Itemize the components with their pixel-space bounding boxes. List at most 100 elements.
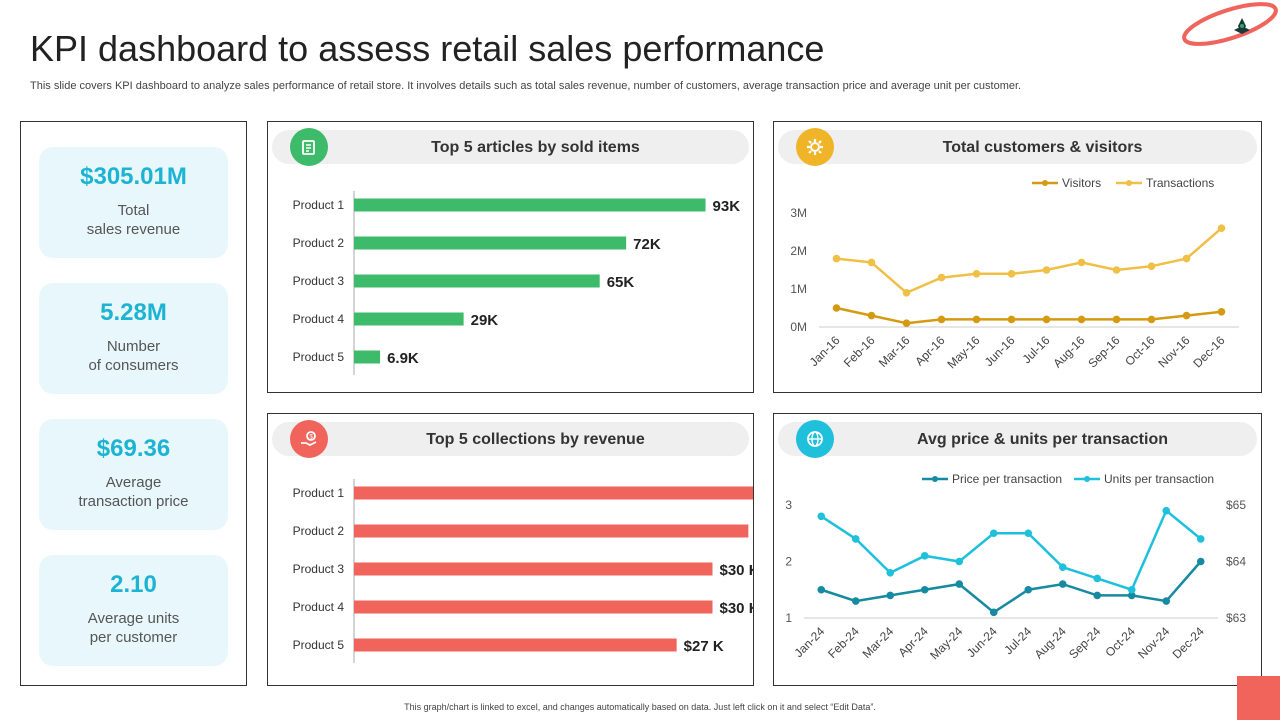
articles-panel: Top 5 articles by sold items Product 1 93…	[267, 121, 754, 393]
panel-header: Total customers & visitors	[778, 128, 1257, 166]
data-point	[1058, 580, 1067, 588]
bar	[354, 274, 600, 288]
globe-icon	[796, 420, 834, 458]
data-point	[1147, 315, 1156, 324]
clipboard-icon	[290, 128, 328, 166]
data-point	[1162, 506, 1171, 515]
data-point	[1077, 258, 1086, 267]
x-tick-label: Sep-24	[1066, 624, 1103, 661]
data-point	[1077, 315, 1086, 324]
series-line	[836, 306, 1222, 325]
category-label: Product 2	[293, 524, 345, 538]
legend-label: Visitors	[1062, 176, 1101, 190]
bar	[354, 312, 464, 326]
panel-header: Top 5 articles by sold items	[272, 128, 749, 166]
kpi-label: Average transaction price	[78, 474, 189, 510]
data-point	[1024, 585, 1033, 594]
bar	[354, 600, 713, 614]
category-label: Product 5	[293, 350, 345, 364]
articles-bar-chart: Product 1 93K Product 2 72K Product 3 65K Prod…	[293, 191, 741, 375]
data-point	[1024, 529, 1033, 538]
x-tick-label: Jan-24	[792, 624, 828, 660]
x-tick-label: Oct-24	[1103, 624, 1139, 660]
logo-swoosh-icon	[1182, 2, 1278, 46]
collections-panel: $ Top 5 collections by revenue Product 1…	[267, 413, 754, 686]
category-label: Product 5	[293, 638, 345, 652]
x-tick-label: Aug-24	[1032, 624, 1069, 661]
avgprice-line-chart: Price per transaction Units per transacti…	[785, 472, 1246, 662]
kpi-value: 5.28M	[100, 299, 167, 326]
data-label: 93K	[713, 198, 741, 215]
data-point	[920, 552, 929, 560]
x-tick-label: Nov-24	[1135, 624, 1172, 661]
category-label: Product 1	[293, 198, 345, 212]
category-label: Product 3	[293, 274, 345, 288]
x-tick-label: May-24	[927, 624, 965, 662]
data-point	[920, 585, 929, 594]
page-title: KPI dashboard to assess retail sales per…	[30, 28, 825, 69]
data-label: $27 K	[684, 638, 724, 655]
x-tick-label: Nov-16	[1155, 333, 1192, 370]
data-point	[1196, 557, 1205, 566]
x-tick-label: Aug-16	[1050, 333, 1087, 370]
panel-title: Top 5 articles by sold items	[431, 139, 640, 156]
kpi-label: Number of consumers	[88, 338, 179, 374]
x-tick-label: Mar-16	[876, 333, 913, 370]
data-point	[1127, 585, 1136, 594]
data-label: 65K	[607, 274, 635, 291]
panel-title: Avg price & units per transaction	[916, 431, 1168, 448]
money-hand-icon: $	[290, 420, 328, 458]
x-tick-label: Oct-16	[1122, 333, 1158, 369]
x-tick-label: Sep-16	[1085, 333, 1122, 370]
legend-label: Price per transaction	[952, 472, 1062, 486]
kpi-value: $305.01M	[80, 163, 187, 190]
data-point	[1182, 311, 1191, 320]
data-point	[1196, 535, 1205, 543]
data-label: 6.9K	[387, 350, 419, 367]
y-tick-label: 2	[785, 555, 792, 569]
x-tick-label: Jun-24	[964, 624, 1000, 660]
data-point	[1112, 315, 1121, 324]
legend-marker	[1126, 180, 1132, 186]
kpi-panel: $305.01M Total sales revenue 5.28M Numbe…	[20, 121, 247, 686]
data-point	[989, 529, 998, 538]
bar	[354, 524, 749, 538]
x-tick-label: Dec-24	[1170, 624, 1207, 661]
kpi-value: 2.10	[110, 571, 157, 598]
kpi-card-avg-price: $69.36 Average transaction price	[39, 419, 228, 530]
panel-header: $ Top 5 collections by revenue	[272, 420, 749, 458]
x-tick-label: May-16	[944, 333, 982, 371]
y2-tick-label: $63	[1226, 611, 1246, 625]
y2-tick-label: $64	[1226, 555, 1246, 569]
data-point	[955, 557, 964, 566]
gear-icon	[796, 128, 834, 166]
data-point	[886, 591, 895, 600]
customers-line-chart: Visitors Transactions 0M 1M 2M 3M Jan-16Feb-16…	[790, 176, 1239, 371]
footer-note: This graph/chart is linked to excel, and…	[404, 702, 876, 712]
data-point	[1007, 270, 1016, 278]
legend-marker	[1042, 180, 1048, 186]
legend-marker	[932, 476, 938, 482]
data-point	[902, 319, 911, 327]
data-point	[1093, 574, 1102, 583]
data-point	[851, 535, 860, 543]
page-subtitle: This slide covers KPI dashboard to analy…	[30, 80, 1022, 92]
data-point	[1042, 266, 1051, 274]
data-point	[851, 597, 860, 605]
kpi-card-revenue: $305.01M Total sales revenue	[39, 147, 228, 258]
data-point	[886, 569, 895, 577]
bar	[354, 350, 381, 364]
series-line	[820, 560, 1202, 614]
data-point	[1007, 315, 1016, 324]
category-label: Product 3	[293, 562, 345, 576]
bar	[354, 236, 627, 250]
avgprice-panel: Avg price & units per transaction Price …	[773, 413, 1262, 686]
y-tick-label: 1	[785, 611, 792, 625]
data-point	[1042, 315, 1051, 324]
series-line	[836, 227, 1223, 295]
data-point	[867, 311, 876, 320]
data-point	[832, 254, 841, 263]
x-tick-label: Jan-16	[807, 333, 843, 369]
legend-label: Transactions	[1146, 176, 1214, 190]
